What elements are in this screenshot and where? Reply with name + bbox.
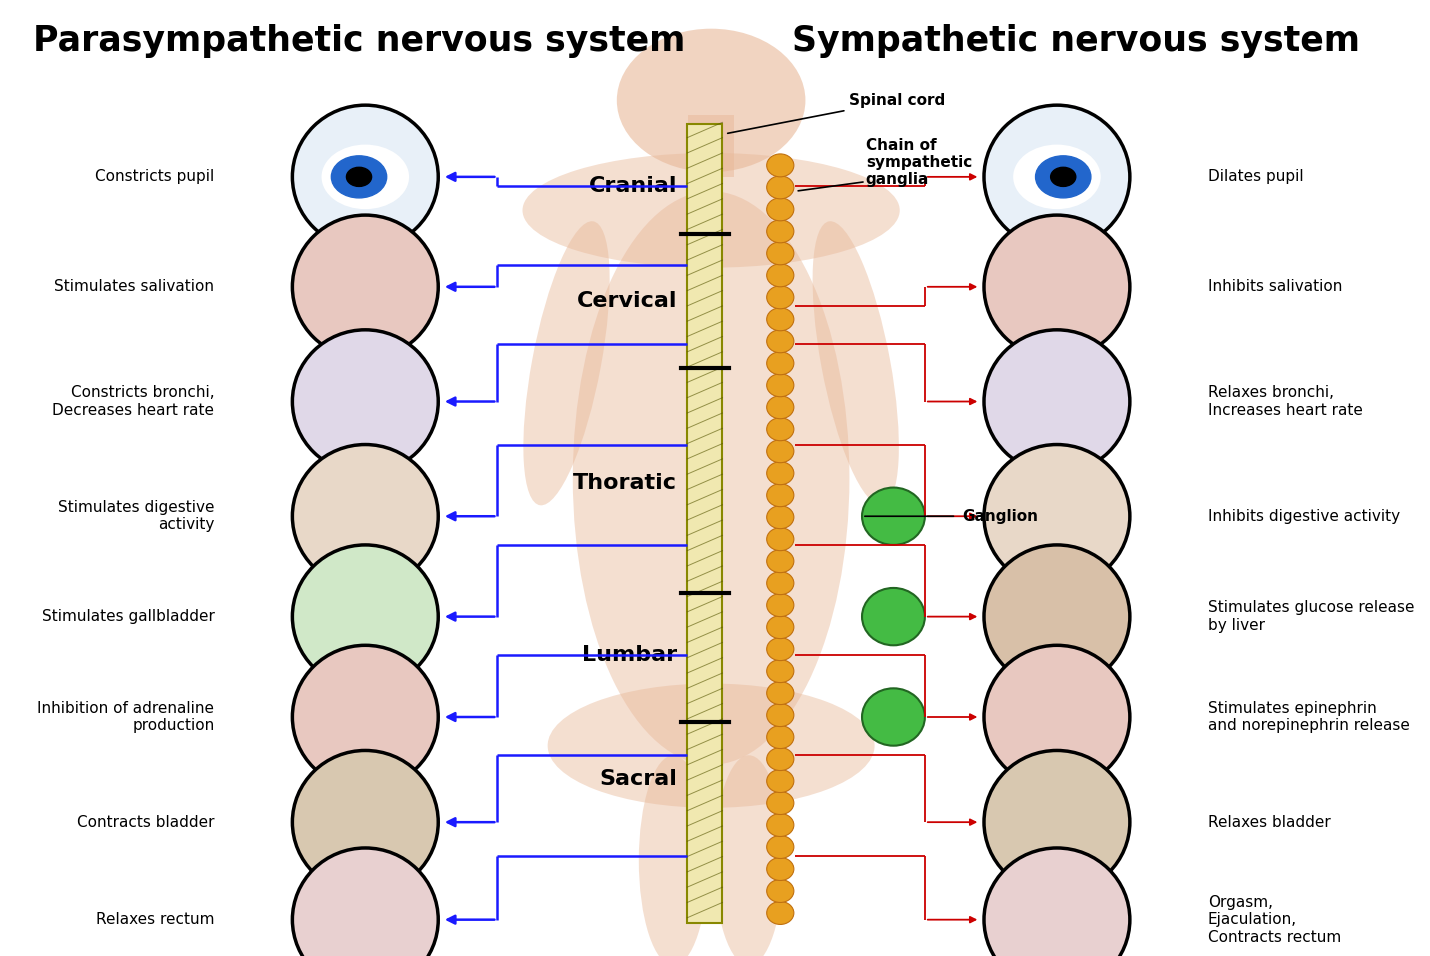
Ellipse shape: [292, 545, 438, 688]
Ellipse shape: [766, 528, 794, 551]
Text: Chain of
sympathetic
ganglia: Chain of sympathetic ganglia: [865, 138, 972, 187]
Ellipse shape: [548, 684, 875, 808]
Text: Cervical: Cervical: [576, 292, 678, 311]
Ellipse shape: [766, 462, 794, 485]
Ellipse shape: [522, 153, 899, 268]
Ellipse shape: [292, 330, 438, 473]
Ellipse shape: [984, 545, 1130, 688]
Ellipse shape: [766, 902, 794, 924]
Ellipse shape: [766, 594, 794, 617]
Ellipse shape: [322, 144, 409, 209]
Ellipse shape: [639, 755, 708, 956]
Ellipse shape: [862, 688, 925, 746]
Text: Contracts bladder: Contracts bladder: [77, 815, 214, 830]
Circle shape: [1035, 156, 1091, 198]
Ellipse shape: [766, 726, 794, 749]
Ellipse shape: [984, 848, 1130, 956]
Ellipse shape: [1014, 144, 1101, 209]
Text: Sympathetic nervous system: Sympathetic nervous system: [792, 24, 1360, 58]
Circle shape: [332, 156, 386, 198]
Ellipse shape: [766, 220, 794, 243]
Ellipse shape: [766, 572, 794, 595]
Text: Stimulates digestive
activity: Stimulates digestive activity: [57, 500, 214, 532]
Ellipse shape: [766, 550, 794, 573]
Ellipse shape: [292, 445, 438, 588]
Ellipse shape: [862, 488, 925, 545]
Ellipse shape: [862, 588, 925, 645]
Text: Ganglion: Ganglion: [962, 509, 1038, 524]
Ellipse shape: [766, 352, 794, 375]
Ellipse shape: [766, 176, 794, 199]
Text: Inhibition of adrenaline
production: Inhibition of adrenaline production: [37, 701, 214, 733]
Ellipse shape: [766, 396, 794, 419]
Text: Dilates pupil: Dilates pupil: [1208, 169, 1304, 185]
Ellipse shape: [766, 242, 794, 265]
Ellipse shape: [766, 792, 794, 815]
Ellipse shape: [766, 616, 794, 639]
Text: Relaxes bladder: Relaxes bladder: [1208, 815, 1330, 830]
Text: Inhibits salivation: Inhibits salivation: [1208, 279, 1343, 294]
Ellipse shape: [766, 638, 794, 661]
Text: Lumbar: Lumbar: [582, 645, 678, 664]
Text: Parasympathetic nervous system: Parasympathetic nervous system: [33, 24, 685, 58]
Text: Stimulates epinephrin
and norepinephrin release: Stimulates epinephrin and norepinephrin …: [1208, 701, 1410, 733]
Circle shape: [1051, 167, 1075, 186]
Ellipse shape: [766, 506, 794, 529]
Text: Stimulates gallbladder: Stimulates gallbladder: [41, 609, 214, 624]
Ellipse shape: [292, 848, 438, 956]
Ellipse shape: [812, 221, 899, 506]
Ellipse shape: [766, 484, 794, 507]
Text: Spinal cord: Spinal cord: [728, 93, 945, 133]
Ellipse shape: [292, 215, 438, 358]
Ellipse shape: [766, 264, 794, 287]
Ellipse shape: [766, 682, 794, 705]
Ellipse shape: [766, 440, 794, 463]
Text: Relaxes rectum: Relaxes rectum: [96, 912, 214, 927]
Ellipse shape: [984, 105, 1130, 249]
Ellipse shape: [292, 645, 438, 789]
Text: Constricts bronchi,
Decreases heart rate: Constricts bronchi, Decreases heart rate: [53, 385, 214, 418]
Ellipse shape: [766, 858, 794, 880]
Ellipse shape: [292, 105, 438, 249]
Text: Inhibits digestive activity: Inhibits digestive activity: [1208, 509, 1400, 524]
Text: Relaxes bronchi,
Increases heart rate: Relaxes bronchi, Increases heart rate: [1208, 385, 1363, 418]
Text: Thoratic: Thoratic: [573, 473, 678, 492]
Ellipse shape: [766, 748, 794, 771]
Ellipse shape: [766, 286, 794, 309]
Text: Sacral: Sacral: [599, 770, 678, 789]
Ellipse shape: [766, 198, 794, 221]
Ellipse shape: [766, 704, 794, 727]
Ellipse shape: [766, 374, 794, 397]
Ellipse shape: [984, 645, 1130, 789]
Ellipse shape: [766, 880, 794, 902]
FancyBboxPatch shape: [688, 124, 722, 923]
Ellipse shape: [766, 330, 794, 353]
Ellipse shape: [766, 836, 794, 858]
Ellipse shape: [714, 755, 784, 956]
Ellipse shape: [573, 191, 849, 765]
Circle shape: [346, 167, 372, 186]
Ellipse shape: [766, 308, 794, 331]
Text: Stimulates glucose release
by liver: Stimulates glucose release by liver: [1208, 600, 1414, 633]
Text: Stimulates salivation: Stimulates salivation: [54, 279, 214, 294]
Ellipse shape: [984, 330, 1130, 473]
Ellipse shape: [292, 750, 438, 894]
Ellipse shape: [523, 221, 609, 506]
Ellipse shape: [766, 154, 794, 177]
FancyBboxPatch shape: [688, 115, 734, 177]
Text: Constricts pupil: Constricts pupil: [96, 169, 214, 185]
Ellipse shape: [766, 418, 794, 441]
Ellipse shape: [766, 660, 794, 683]
Circle shape: [616, 29, 805, 172]
Text: Orgasm,
Ejaculation,
Contracts rectum: Orgasm, Ejaculation, Contracts rectum: [1208, 895, 1341, 945]
Ellipse shape: [984, 215, 1130, 358]
Ellipse shape: [984, 445, 1130, 588]
Ellipse shape: [984, 750, 1130, 894]
Ellipse shape: [766, 814, 794, 836]
Text: Cranial: Cranial: [589, 177, 678, 196]
Ellipse shape: [766, 770, 794, 793]
